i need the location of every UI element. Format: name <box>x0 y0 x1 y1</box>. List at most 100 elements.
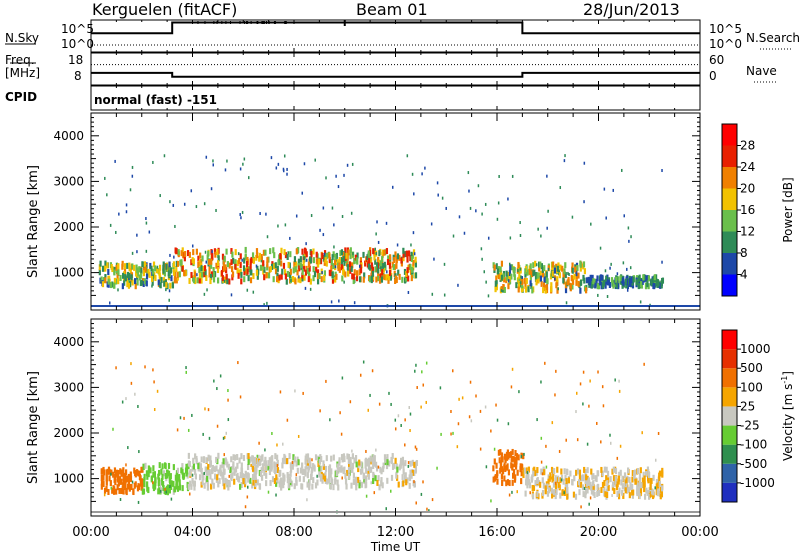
speckle-cell <box>375 232 377 236</box>
echo-cell <box>211 478 214 485</box>
echo-cell <box>415 459 418 466</box>
echo-cell <box>247 453 250 460</box>
echo-cell <box>596 484 599 491</box>
speckle-cell <box>470 419 473 423</box>
cpid-label: CPID <box>5 90 38 104</box>
echo-cell <box>661 471 664 478</box>
speckle-cell <box>604 269 607 273</box>
echo-cell <box>386 274 389 281</box>
colorbar-tick-label: 1000 <box>740 342 771 356</box>
colorbar-segment <box>722 274 737 296</box>
echo-cell <box>374 258 377 265</box>
speckle-cell <box>204 250 207 254</box>
speckle-cell <box>407 290 410 294</box>
echo-cell <box>405 250 408 257</box>
speckle-cell <box>400 424 402 428</box>
echo-cell <box>603 279 606 286</box>
echo-cell <box>401 276 404 283</box>
echo-cell <box>315 251 318 258</box>
echo-cell <box>395 262 398 269</box>
echo-cell <box>358 269 361 276</box>
speckle-cell <box>286 418 289 422</box>
echo-cell <box>330 265 333 272</box>
speckle-cell <box>172 203 175 207</box>
echo-cell <box>239 483 242 490</box>
speckle-cell <box>413 252 416 256</box>
echo-cell <box>192 457 195 464</box>
speckle-cell <box>485 465 488 469</box>
echo-cell <box>404 472 407 479</box>
echo-cell <box>382 466 385 473</box>
speckle-cell <box>507 422 510 426</box>
echo-cell <box>291 463 294 470</box>
echo-cell <box>578 489 581 496</box>
echo-cell <box>600 283 603 290</box>
echo-cell <box>313 271 317 278</box>
speckle-cell <box>394 427 397 431</box>
echo-cell <box>526 269 529 276</box>
echo-cell <box>606 470 610 477</box>
echo-cell <box>513 461 516 468</box>
echo-cell <box>140 272 143 279</box>
speckle-cell <box>544 361 546 365</box>
echo-cell <box>228 262 231 269</box>
echo-cell <box>498 457 501 464</box>
echo-cell <box>206 480 209 487</box>
echo-cell <box>152 465 155 472</box>
speckle-cell <box>408 406 410 410</box>
echo-cell <box>527 473 530 480</box>
speckle-cell <box>319 228 321 232</box>
echo-cell <box>544 287 547 294</box>
echo-cell <box>165 282 168 289</box>
speckle-cell <box>338 299 340 303</box>
echo-cell <box>173 269 176 276</box>
speckle-cell <box>301 191 304 195</box>
echo-cell <box>505 270 508 277</box>
echo-cell <box>586 487 589 494</box>
echo-cell <box>276 272 279 279</box>
echo-cell <box>208 258 211 265</box>
echo-cell <box>303 256 306 263</box>
echo-cell <box>266 264 269 271</box>
echo-cell <box>617 493 621 500</box>
echo-cell <box>262 465 265 472</box>
echo-cell <box>359 267 363 274</box>
speckle-cell <box>277 224 279 228</box>
echo-cell <box>155 267 159 274</box>
echo-cell <box>560 468 563 475</box>
echo-cell <box>253 473 256 480</box>
speckle-cell <box>183 416 185 420</box>
echo-cell <box>637 486 641 493</box>
speckle-cell <box>404 418 406 422</box>
echo-cell <box>106 468 109 475</box>
echo-cell <box>396 253 400 260</box>
echo-cell <box>217 452 220 459</box>
echo-cell <box>601 470 604 477</box>
nsearch-tick-top: 10^5 <box>709 22 742 36</box>
echo-cell <box>261 454 264 461</box>
echo-cell <box>360 481 364 488</box>
echo-cell <box>297 276 300 283</box>
echo-cell <box>242 477 245 484</box>
echo-cell <box>113 277 117 284</box>
speckle-cell <box>112 427 114 431</box>
speckle-cell <box>483 270 486 274</box>
echo-cell <box>149 467 152 474</box>
speckle-cell <box>519 234 522 238</box>
echo-cell <box>593 492 596 499</box>
echo-cell <box>404 251 407 258</box>
echo-cell <box>560 474 564 481</box>
echo-cell <box>104 277 107 284</box>
echo-cell <box>162 261 165 268</box>
echo-cell <box>414 465 418 472</box>
echo-cell <box>293 256 297 263</box>
echo-cell <box>157 279 160 286</box>
echo-cell <box>202 265 205 272</box>
echo-cell <box>294 261 298 268</box>
echo-cell <box>575 273 578 280</box>
speckle-cell <box>131 165 134 169</box>
speckle-cell <box>564 154 566 158</box>
echo-cell <box>280 273 283 280</box>
echo-cell <box>546 490 550 497</box>
